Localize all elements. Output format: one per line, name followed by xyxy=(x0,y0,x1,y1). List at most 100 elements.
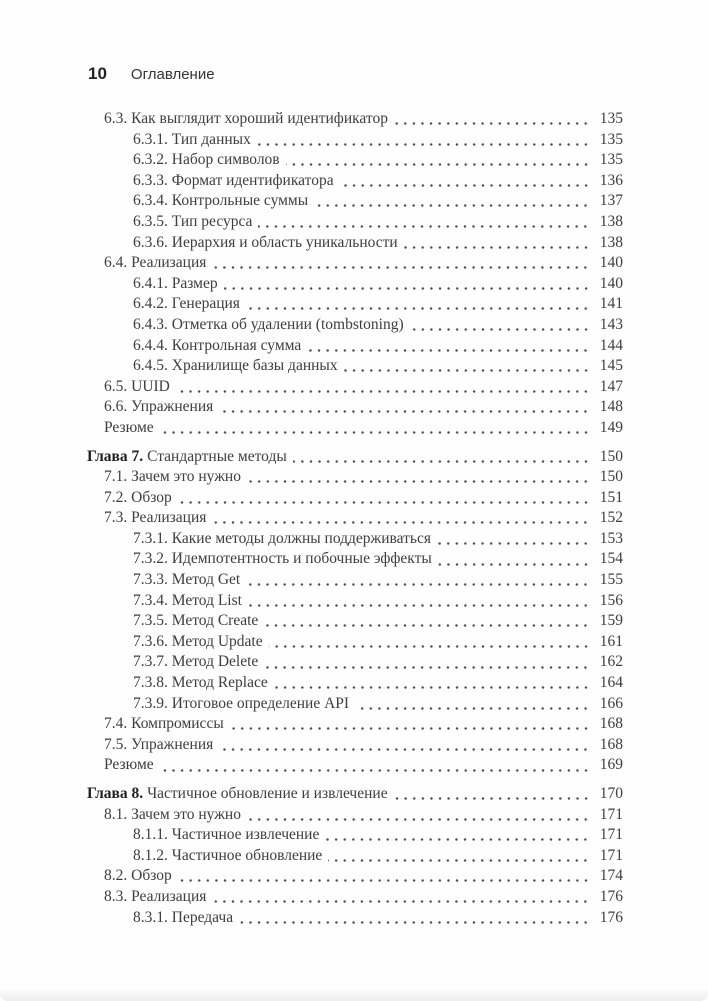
folio-page-number: 10 xyxy=(88,64,107,83)
toc-entry: 7.2. Обзор 151 xyxy=(87,487,623,509)
toc-entry-page: 147 xyxy=(599,377,623,395)
toc-title-text: 6.4.2. Генерация xyxy=(133,295,240,313)
dot-leader xyxy=(437,549,591,571)
toc-entry-page: 149 xyxy=(599,418,623,436)
dot-leader xyxy=(212,886,591,908)
toc-entry-title: Резюме xyxy=(104,418,154,439)
dot-leader xyxy=(177,866,591,887)
toc-entry-page: 138 xyxy=(599,212,623,230)
toc-entry-page: 170 xyxy=(599,785,623,802)
toc-entry: 7.3.8. Метод Replace 164 xyxy=(87,673,623,694)
toc-entry: 6.3.3. Формат идентификатора 136 xyxy=(87,170,623,192)
toc-title-text: 7.3.8. Метод Replace xyxy=(133,674,268,692)
toc-entry-title: 6.3.3. Формат идентификатора xyxy=(133,171,334,192)
toc-entry-page: 150 xyxy=(599,447,623,465)
dot-leader xyxy=(212,508,591,529)
toc-entry: 6.4.5. Хранилище базы данных 145 xyxy=(87,356,623,377)
dot-leader xyxy=(258,211,591,233)
toc-entry-title: 6.4. Реализация xyxy=(104,253,206,274)
dot-leader xyxy=(393,784,591,805)
toc-entry-title: 6.4.2. Генерация xyxy=(133,294,240,315)
toc-entry-title: 7.5. Упражнения xyxy=(104,735,213,756)
table-of-contents: 6.3. Как выглядит хороший идентификатор … xyxy=(87,109,623,929)
toc-entry-page: 154 xyxy=(599,550,623,568)
toc-entry: 7.1. Зачем это нужно 150 xyxy=(87,467,623,488)
dot-leader xyxy=(247,590,591,612)
dot-leader xyxy=(223,273,591,295)
dot-leader xyxy=(264,611,591,632)
toc-title-text: 6.4.5. Хранилище базы данных xyxy=(133,357,338,375)
dot-leader xyxy=(325,825,591,846)
dot-leader xyxy=(403,232,591,254)
dot-leader xyxy=(339,170,591,192)
toc-entry-page: 136 xyxy=(599,171,623,189)
toc-entry-title: 7.3.1. Какие методы должны поддерживатьс… xyxy=(133,529,431,550)
toc-entry-page: 174 xyxy=(599,867,623,885)
toc-entry-page: 140 xyxy=(599,254,623,272)
toc-entry: 6.5. UUID 147 xyxy=(87,376,623,398)
toc-entry-page: 151 xyxy=(599,488,623,506)
toc-title-text: 7.3.1. Какие методы должны поддерживатьс… xyxy=(133,529,431,547)
toc-entry-page: 169 xyxy=(599,756,623,774)
dot-leader xyxy=(314,191,591,212)
toc-title-text: 8.1.2. Частичное обновление xyxy=(133,846,323,864)
toc-entry: 7.3.9. Итоговое определение API 166 xyxy=(87,693,623,715)
dot-leader xyxy=(307,335,591,357)
toc-title-text: 6.3.1. Тип данных xyxy=(133,130,251,148)
toc-entry: 8.2. Обзор 174 xyxy=(87,866,623,887)
running-header-title: Оглавление xyxy=(130,66,215,83)
toc-entry-title: 8.2. Обзор xyxy=(104,866,172,887)
toc-entry-page: 171 xyxy=(599,826,623,844)
toc-entry-page: 159 xyxy=(599,612,623,630)
toc-entry: 8.1. Зачем это нужно 171 xyxy=(87,804,623,826)
toc-entry-title: 7.3.6. Метод Update xyxy=(133,632,263,653)
dot-leader xyxy=(159,417,591,439)
dot-leader xyxy=(177,487,591,509)
toc-entry-title: 6.3.6. Иерархия и область уникальности xyxy=(133,233,398,254)
toc-title-text: 7.3.5. Метод Create xyxy=(133,612,259,630)
toc-title-text: 7.3.7. Метод Delete xyxy=(133,653,259,671)
toc-entry: 6.4.4. Контрольная сумма 144 xyxy=(87,335,623,357)
dot-leader xyxy=(175,376,591,398)
toc-title-text: Стандартные методы xyxy=(147,447,287,465)
toc-title-text: 6.6. Упражнения xyxy=(104,398,214,416)
dot-leader xyxy=(285,150,591,171)
toc-entry-title: 6.6. Упражнения xyxy=(104,397,213,418)
dot-leader xyxy=(355,693,591,715)
toc-entry: 7.3. Реализация 152 xyxy=(87,508,623,529)
toc-entry-page: 168 xyxy=(599,715,623,733)
toc-entry-page: 148 xyxy=(599,398,623,416)
toc-entry: 6.3.6. Иерархия и область уникальности 1… xyxy=(87,232,623,254)
toc-entry-page: 176 xyxy=(599,887,623,905)
toc-entry: 8.1.1. Частичное извлечение 171 xyxy=(87,825,623,846)
toc-entry-page: 138 xyxy=(599,233,623,251)
toc-entry-page: 176 xyxy=(599,908,623,926)
dot-leader xyxy=(393,109,591,130)
toc-entry-title: Глава 7. Стандартные методы xyxy=(87,447,287,468)
toc-entry-title: 7.3.9. Итоговое определение API xyxy=(133,694,349,715)
toc-title-text: 8.3. Реализация xyxy=(104,887,207,905)
toc-entry: 6.4.2. Генерация 141 xyxy=(87,294,623,315)
toc-entry: 7.3.4. Метод List 156 xyxy=(87,590,623,612)
toc-title-text: 8.1.1. Частичное извлечение xyxy=(133,826,320,844)
toc-entry-title: Глава 8. Частичное обновление и извлечен… xyxy=(87,784,388,805)
toc-entry: 7.3.5. Метод Create 159 xyxy=(87,611,623,632)
toc-entry-page: 135 xyxy=(599,130,623,148)
toc-entry-title: 6.3.2. Набор символов xyxy=(133,150,280,171)
toc-entry: 8.1.2. Частичное обновление 171 xyxy=(87,845,623,867)
toc-title-text: 7.5. Упражнения xyxy=(104,735,214,753)
toc-entry: 6.3.4. Контрольные суммы 137 xyxy=(87,191,623,212)
toc-chapter-label: Глава 8. xyxy=(87,785,148,802)
toc-title-text: 7.1. Зачем это нужно xyxy=(104,468,241,486)
toc-entry: 6.4. Реализация 140 xyxy=(87,253,623,274)
toc-title-text: 6.3.6. Иерархия и область уникальности xyxy=(133,233,398,251)
toc-entry: 8.3. Реализация 176 xyxy=(87,886,623,908)
dot-leader xyxy=(246,467,591,488)
toc-title-text: 8.1. Зачем это нужно xyxy=(104,805,241,823)
toc-entry-title: 7.1. Зачем это нужно xyxy=(104,467,241,488)
toc-title-text: 6.5. UUID xyxy=(104,377,170,395)
toc-title-text: 7.3.6. Метод Update xyxy=(133,632,263,650)
toc-entry: 6.3.1. Тип данных 135 xyxy=(87,129,623,151)
toc-entry: 6.4.3. Отметка об удалении (tombstoning)… xyxy=(87,314,623,336)
